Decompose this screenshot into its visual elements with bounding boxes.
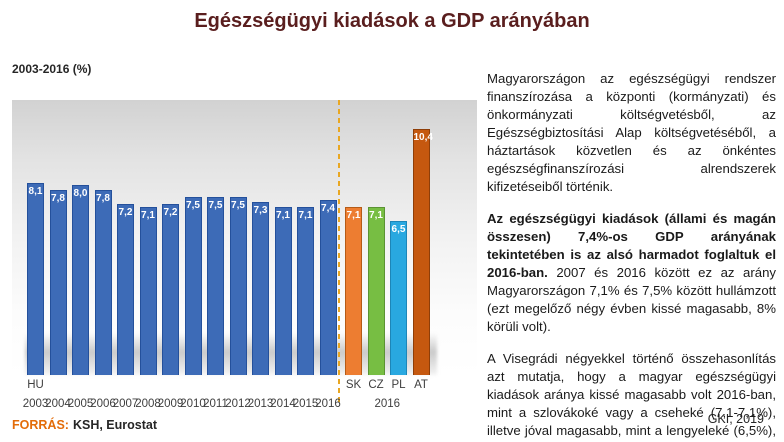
source-line: FORRÁS: KSH, Eurostat: [12, 418, 157, 432]
bar-value-label: 7,8: [96, 193, 110, 205]
comparison-year-label: 2016: [374, 398, 401, 410]
bar: 7,2: [117, 204, 134, 375]
year-label: 2012: [225, 398, 251, 410]
credit-label: GKI, 2019: [707, 412, 764, 426]
body-paragraph: Az egészségügyi kiadások (állami és magá…: [487, 210, 776, 336]
bar: 7,5: [184, 197, 202, 375]
bar-value-label: 7,1: [298, 209, 313, 221]
country-label-cz: CZ: [368, 379, 384, 391]
bar: 7,1: [367, 206, 385, 375]
year-label: 2009: [157, 398, 184, 410]
bar-value-label: 7,5: [231, 200, 245, 212]
bar: 7,1: [297, 206, 314, 375]
year-label: 2015: [292, 398, 319, 410]
bar: 7,5: [229, 197, 247, 375]
bar-value-label: 10,4: [413, 131, 433, 143]
bar-value-label: 7,2: [163, 207, 178, 219]
year-label: 2008: [135, 398, 161, 410]
bar: 8,1: [27, 183, 44, 375]
bar-value-label: 7,1: [369, 209, 383, 221]
country-label-pl: PL: [391, 379, 406, 391]
country-label-at: AT: [414, 379, 428, 391]
text-panel: Magyarországon az egészségügyi rendszer …: [487, 70, 776, 442]
year-label: 2006: [90, 398, 116, 410]
year-label: 2011: [203, 398, 228, 410]
bar-value-label: 7,5: [208, 200, 223, 212]
year-label: 2004: [45, 398, 71, 410]
year-label: 2014: [270, 398, 296, 410]
bar-value-label: 7,1: [141, 209, 155, 221]
bar-value-label: 7,2: [118, 207, 133, 219]
bar: 7,1: [139, 206, 157, 375]
text-segment: 2007 és 2016 között ez az arány Magyaror…: [487, 265, 776, 334]
x-axis-labels: 2003 2004 2005 2006 2007 2008 2009 2010 2011 2012…: [12, 377, 477, 417]
bar: 6,5: [390, 220, 407, 375]
year-label: 2007: [112, 398, 139, 410]
body-paragraph: A Visegrádi négyekkel történő összehason…: [487, 350, 776, 442]
bar: 7,8: [94, 190, 112, 375]
bar: 7,8: [49, 190, 67, 375]
bar-value-label: 8,1: [28, 186, 43, 198]
page-title: Egészségügyi kiadások a GDP arányában: [194, 10, 590, 32]
country-label-sk: SK: [345, 379, 362, 391]
text-segment: A Visegrádi négyekkel történő összehason…: [487, 351, 776, 442]
bar: 7,1: [274, 206, 292, 375]
year-label: 2013: [247, 398, 274, 410]
bold-text-segment: Az egészségügyi kiadások (állami és magá…: [487, 211, 776, 280]
year-label: 2003: [22, 398, 49, 410]
bar: 7,1: [345, 206, 362, 375]
year-label: 2016: [315, 398, 341, 410]
divider-dashed-line: [338, 100, 340, 403]
bar: 7,5: [207, 197, 224, 375]
bar-value-label: 7,8: [51, 193, 65, 205]
bar-value-label: 7,5: [186, 200, 200, 212]
bar: 7,3: [252, 202, 269, 375]
plot-area: 8,1 7,8 8,0 7,8 7,2 7,1 7,2 7,5 7,5 7,5 7,3 7,1 7,1 7…: [12, 100, 477, 375]
year-label: 2005: [67, 398, 94, 410]
source-label: FORRÁS:: [12, 418, 69, 432]
bar: 7,4: [319, 199, 337, 375]
body-paragraph: Magyarországon az egészségügyi rendszer …: [487, 70, 776, 196]
bar-value-label: 7,1: [276, 209, 290, 221]
text-segment: Magyarországon az egészségügyi rendszer …: [487, 71, 776, 194]
bar: 7,2: [162, 204, 179, 375]
period-label: 2003-2016 (%): [12, 62, 92, 76]
bar-value-label: 7,3: [253, 205, 268, 216]
bar-value-label: 6,5: [391, 223, 406, 235]
year-label: 2010: [180, 398, 206, 410]
country-label-hu: HU: [27, 379, 44, 391]
bar-value-label: 8,0: [73, 188, 88, 200]
source-value: KSH, Eurostat: [72, 418, 157, 432]
bar: 8,0: [72, 185, 89, 375]
bar: 10,4: [412, 128, 433, 375]
bar-value-label: 7,4: [321, 202, 335, 214]
bar-value-label: 7,1: [346, 209, 361, 221]
